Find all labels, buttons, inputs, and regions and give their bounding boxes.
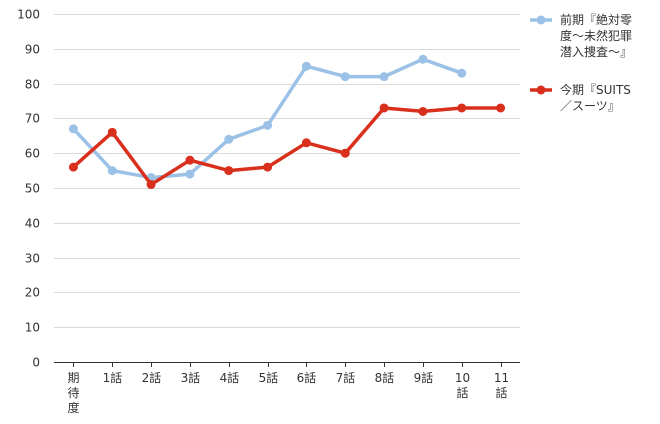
y-tick-label: 0 bbox=[32, 356, 40, 370]
x-tick-label: 2話 bbox=[142, 370, 162, 385]
data-point bbox=[418, 106, 428, 116]
y-tick-label: 40 bbox=[25, 217, 40, 231]
data-point bbox=[224, 134, 234, 144]
grid-lines bbox=[54, 14, 520, 363]
x-tick-label: 10 話 bbox=[455, 371, 470, 400]
data-point bbox=[68, 124, 78, 134]
x-tick-label: 3話 bbox=[181, 370, 201, 385]
legend-swatch-marker bbox=[536, 85, 546, 95]
y-tick-label: 20 bbox=[25, 286, 40, 300]
data-point bbox=[457, 68, 467, 78]
x-tick-label: 5話 bbox=[259, 370, 279, 385]
data-point bbox=[301, 61, 311, 71]
y-tick-label: 80 bbox=[25, 78, 40, 92]
data-point bbox=[301, 138, 311, 148]
y-axis-ticks: 0 10 20 30 40 50 60 70 80 90 100 bbox=[17, 8, 40, 370]
data-point bbox=[340, 148, 350, 158]
data-point bbox=[224, 166, 234, 176]
data-point bbox=[263, 162, 273, 172]
series-line-1 bbox=[71, 106, 503, 187]
y-tick-label: 70 bbox=[25, 112, 40, 126]
x-tick-label: 4話 bbox=[220, 370, 240, 385]
series-layer bbox=[68, 54, 506, 190]
data-point bbox=[185, 155, 195, 165]
y-tick-label: 50 bbox=[25, 182, 40, 196]
data-point bbox=[340, 72, 350, 82]
y-tick-label: 30 bbox=[25, 252, 40, 266]
x-tick-label: 期待度 bbox=[67, 371, 79, 415]
data-point bbox=[107, 127, 117, 137]
y-tick-label: 90 bbox=[25, 43, 40, 57]
x-tick-label: 1話 bbox=[103, 370, 123, 385]
data-point bbox=[496, 103, 506, 113]
data-point bbox=[68, 162, 78, 172]
data-point bbox=[263, 120, 273, 130]
x-tick-label: 8話 bbox=[375, 370, 395, 385]
data-point bbox=[107, 166, 117, 176]
legend-label: 今期『SUITS ／スーツ』 bbox=[560, 82, 631, 113]
data-point bbox=[457, 103, 467, 113]
x-tick-label: 11 話 bbox=[494, 371, 509, 400]
x-axis-ticks: 期待度 1話 2話 3話 4話 5話 6話 7話 8話 9話 10 話 11 話 bbox=[67, 362, 509, 415]
y-tick-label: 10 bbox=[25, 321, 40, 335]
legend: 前期『絶対零度～未然犯罪潜入捜査～』今期『SUITS ／スーツ』 bbox=[530, 12, 632, 113]
data-point bbox=[379, 72, 389, 82]
data-point bbox=[185, 169, 195, 179]
legend-label: 前期『絶対零度～未然犯罪潜入捜査～』 bbox=[560, 12, 632, 59]
data-point bbox=[146, 180, 156, 190]
x-tick-label: 6話 bbox=[297, 370, 317, 385]
data-point bbox=[418, 54, 428, 64]
x-tick-label: 7話 bbox=[336, 370, 356, 385]
x-tick-label: 9話 bbox=[414, 370, 434, 385]
legend-swatch-marker bbox=[536, 15, 546, 25]
data-point bbox=[379, 103, 389, 113]
y-tick-label: 60 bbox=[25, 147, 40, 161]
y-tick-label: 100 bbox=[17, 8, 40, 22]
